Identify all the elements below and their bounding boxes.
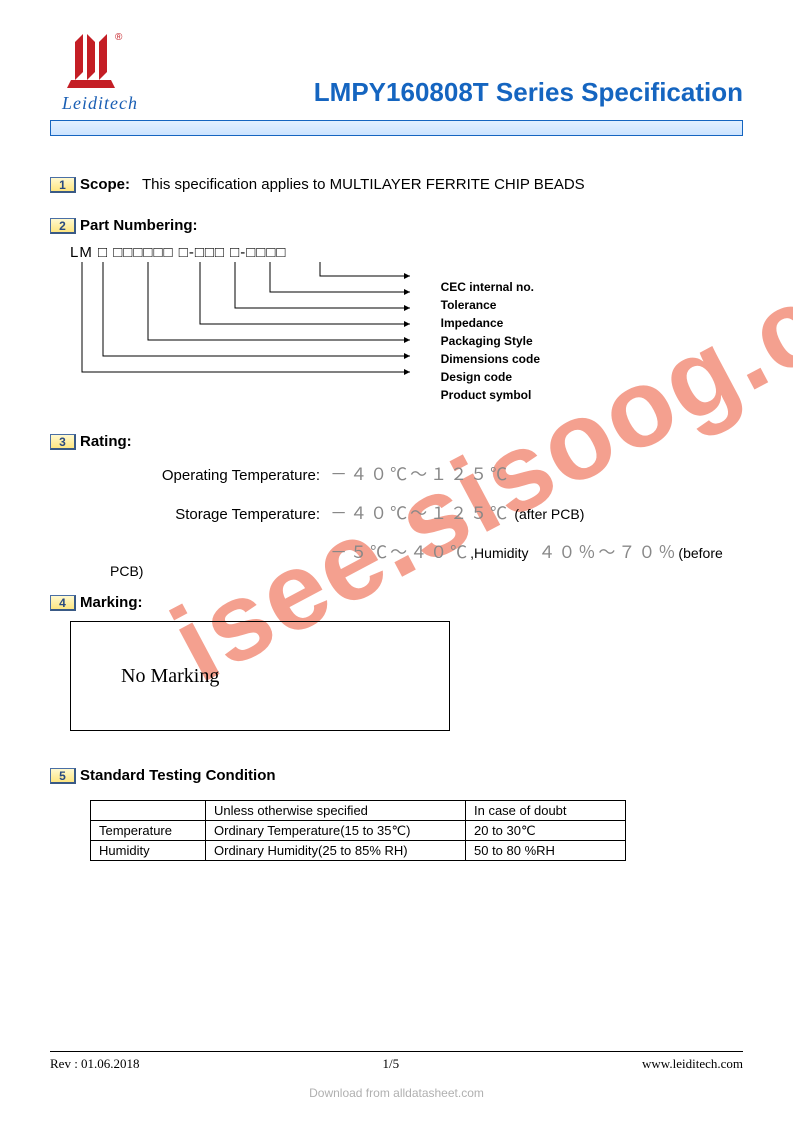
document-title: LMPY160808T Series Specification (170, 77, 743, 114)
pn-label: Design code (441, 368, 540, 386)
pn-label: Impedance (441, 314, 540, 332)
section-title: Standard Testing Condition (80, 767, 276, 784)
std-testing-table: Unless otherwise specified In case of do… (90, 800, 626, 861)
section-number: 4 (50, 595, 76, 611)
section-title: Scope: (80, 176, 130, 193)
table-cell (91, 801, 206, 821)
table-cell: Unless otherwise specified (206, 801, 466, 821)
marking-text: No Marking (121, 665, 219, 688)
logo: ® Leiditech (50, 30, 150, 114)
header: ® Leiditech LMPY160808T Series Specifica… (50, 30, 743, 114)
footer-page: 1/5 (382, 1056, 399, 1072)
storage-temp2-value: －５℃～４０℃ (330, 543, 470, 562)
section-number: 1 (50, 177, 76, 193)
footer-rev: Rev : 01.06.2018 (50, 1056, 140, 1072)
section-std-testing: 5 Standard Testing Condition Unless othe… (50, 767, 743, 861)
humidity-value: ４０％～７０％ (538, 543, 678, 562)
logo-text: Leiditech (50, 93, 150, 114)
operating-temp-value: －４０℃～１２５℃ (330, 465, 510, 484)
part-numbering-diagram: LM □ □□□□□□ □-□□□ □-□□□□ (70, 244, 550, 409)
marking-box: No Marking (70, 621, 450, 731)
logo-icon: ® (65, 30, 135, 90)
section-marking: 4 Marking: No Marking (50, 594, 743, 731)
pn-label: CEC internal no. (441, 278, 540, 296)
part-number-code: LM □ □□□□□□ □-□□□ □-□□□□ (70, 244, 286, 261)
download-note: Download from alldatasheet.com (0, 1086, 793, 1100)
operating-temp-label: Operating Temperature: (110, 467, 320, 484)
footer: Rev : 01.06.2018 1/5 www.leiditech.com (50, 1051, 743, 1072)
section-number: 2 (50, 218, 76, 234)
scope-text: This specification applies to MULTILAYER… (142, 176, 585, 193)
section-title: Marking: (80, 594, 143, 611)
table-cell: Temperature (91, 821, 206, 841)
section-title: Rating: (80, 433, 132, 450)
pn-label: Packaging Style (441, 332, 540, 350)
table-row: Temperature Ordinary Temperature(15 to 3… (91, 821, 626, 841)
table-cell: In case of doubt (466, 801, 626, 821)
section-scope: 1 Scope: This specification applies to M… (50, 176, 743, 193)
footer-url: www.leiditech.com (642, 1056, 743, 1072)
title-bar (50, 120, 743, 136)
section-rating: 3 Rating: Operating Temperature: －４０℃～１２… (50, 433, 743, 580)
section-number: 3 (50, 434, 76, 450)
pn-label: Dimensions code (441, 350, 540, 368)
table-row: Humidity Ordinary Humidity(25 to 85% RH)… (91, 841, 626, 861)
part-numbering-labels: CEC internal no. Tolerance Impedance Pac… (441, 278, 540, 404)
table-cell: 20 to 30℃ (466, 821, 626, 841)
table-cell: 50 to 80 %RH (466, 841, 626, 861)
section-number: 5 (50, 768, 76, 784)
humidity-label: ,Humidity (470, 545, 532, 561)
pn-label: Product symbol (441, 386, 540, 404)
table-row: Unless otherwise specified In case of do… (91, 801, 626, 821)
svg-text:®: ® (115, 32, 123, 43)
section-part-numbering: 2 Part Numbering: LM □ □□□□□□ □-□□□ □-□□… (50, 217, 743, 409)
pn-label: Tolerance (441, 296, 540, 314)
storage-temp-note: (after PCB) (514, 506, 584, 522)
section-title: Part Numbering: (80, 217, 198, 234)
storage-temp-value: －４０℃～１２５℃ (330, 504, 510, 523)
table-cell: Ordinary Humidity(25 to 85% RH) (206, 841, 466, 861)
table-cell: Humidity (91, 841, 206, 861)
table-cell: Ordinary Temperature(15 to 35℃) (206, 821, 466, 841)
storage-temp-label: Storage Temperature: (110, 506, 320, 523)
